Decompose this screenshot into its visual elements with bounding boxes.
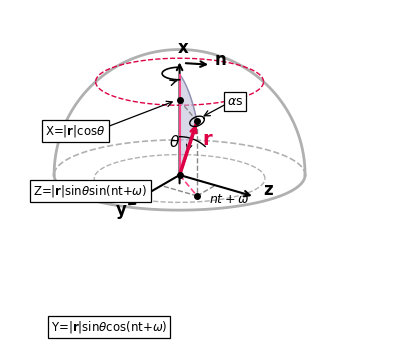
Text: n: n (215, 51, 226, 69)
Text: x: x (178, 38, 188, 57)
Text: $\theta$: $\theta$ (169, 134, 180, 150)
Polygon shape (180, 75, 197, 175)
Text: $\mathbf{r}$: $\mathbf{r}$ (202, 130, 214, 149)
Text: $\alpha$s: $\alpha$s (227, 95, 243, 108)
Text: z: z (263, 181, 273, 199)
Text: $nt+\omega$: $nt+\omega$ (209, 193, 249, 206)
Text: X=|$\mathbf{r}$|cos$\theta$: X=|$\mathbf{r}$|cos$\theta$ (45, 124, 106, 139)
Text: y: y (116, 202, 127, 219)
Text: Z=|$\mathbf{r}$|sin$\theta$sin(nt+$\omega$): Z=|$\mathbf{r}$|sin$\theta$sin(nt+$\omeg… (33, 183, 148, 199)
Text: Y=|$\mathbf{r}$|sin$\theta$cos(nt+$\omega$): Y=|$\mathbf{r}$|sin$\theta$cos(nt+$\omeg… (51, 318, 167, 335)
